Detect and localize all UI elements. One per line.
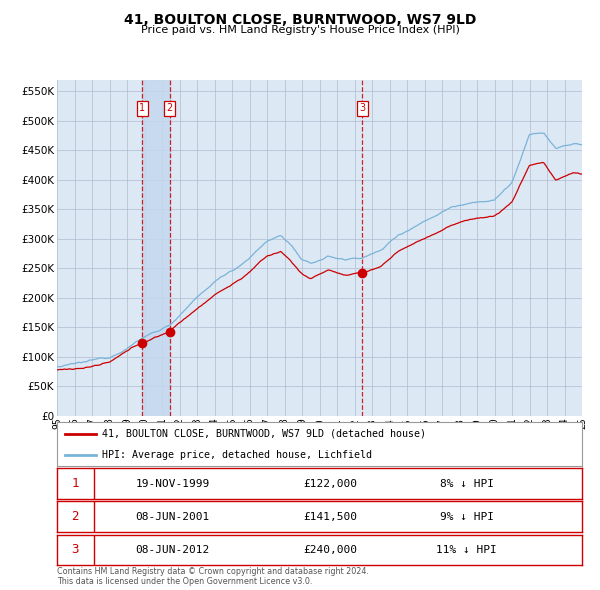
Bar (142, 80, 170, 416)
Text: 9% ↓ HPI: 9% ↓ HPI (439, 512, 493, 522)
Text: 3: 3 (71, 543, 79, 556)
Text: 08-JUN-2012: 08-JUN-2012 (136, 545, 209, 555)
Text: 8% ↓ HPI: 8% ↓ HPI (439, 479, 493, 489)
Text: 41, BOULTON CLOSE, BURNTWOOD, WS7 9LD: 41, BOULTON CLOSE, BURNTWOOD, WS7 9LD (124, 13, 476, 27)
Text: £240,000: £240,000 (303, 545, 357, 555)
Text: 2: 2 (167, 103, 173, 113)
Text: 2: 2 (71, 510, 79, 523)
Text: 1: 1 (71, 477, 79, 490)
Text: Contains HM Land Registry data © Crown copyright and database right 2024.
This d: Contains HM Land Registry data © Crown c… (57, 567, 369, 586)
Text: 1: 1 (139, 103, 145, 113)
Text: £141,500: £141,500 (303, 512, 357, 522)
Text: 08-JUN-2001: 08-JUN-2001 (136, 512, 209, 522)
Text: 41, BOULTON CLOSE, BURNTWOOD, WS7 9LD (detached house): 41, BOULTON CLOSE, BURNTWOOD, WS7 9LD (d… (101, 429, 425, 439)
Text: £122,000: £122,000 (303, 479, 357, 489)
Text: HPI: Average price, detached house, Lichfield: HPI: Average price, detached house, Lich… (101, 450, 371, 460)
Text: 11% ↓ HPI: 11% ↓ HPI (436, 545, 497, 555)
Text: Price paid vs. HM Land Registry's House Price Index (HPI): Price paid vs. HM Land Registry's House … (140, 25, 460, 35)
Text: 19-NOV-1999: 19-NOV-1999 (136, 479, 209, 489)
Text: 3: 3 (359, 103, 365, 113)
